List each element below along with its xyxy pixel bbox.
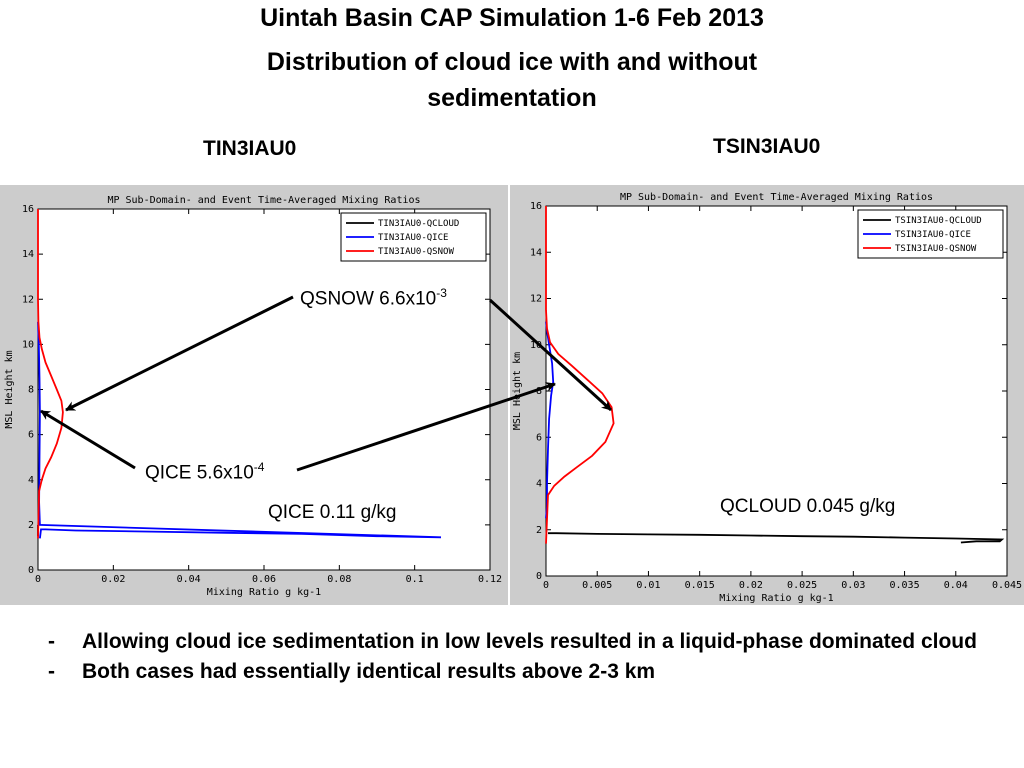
chart-panel-right: MP Sub-Domain- and Event Time-Averaged M… [510, 185, 1024, 605]
y-tick-label: 0 [536, 571, 542, 582]
legend-entry: TSIN3IAU0-QICE [895, 230, 971, 240]
y-tick-label: 16 [530, 201, 542, 212]
x-tick-label: 0.045 [992, 580, 1022, 591]
slide-title: Uintah Basin CAP Simulation 1-6 Feb 2013 [260, 4, 764, 32]
chart-right: MP Sub-Domain- and Event Time-Averaged M… [512, 192, 1022, 604]
y-tick-label: 0 [28, 565, 34, 576]
x-tick-label: 0.015 [685, 580, 715, 591]
bullet-item: - Both cases had essentially identical r… [48, 657, 1008, 687]
y-tick-label: 8 [28, 385, 34, 396]
legend-entry: TIN3IAU0-QCLOUD [378, 219, 459, 229]
y-tick-label: 6 [536, 432, 542, 443]
x-tick-label: 0.02 [101, 574, 125, 585]
x-tick-label: 0.04 [177, 574, 201, 585]
x-tick-label: 0.02 [739, 580, 763, 591]
chart-panel-left: MP Sub-Domain- and Event Time-Averaged M… [0, 185, 508, 605]
qice-annotation-exponent: -4 [253, 460, 265, 474]
series-line-tsin3iau0-qcloud [548, 532, 1005, 544]
x-tick-label: 0.03 [841, 580, 865, 591]
plot-area [545, 205, 1008, 577]
y-tick-label: 12 [22, 294, 34, 305]
plot-area [37, 208, 491, 571]
y-tick-label: 14 [530, 247, 542, 258]
x-axis-label: Mixing Ratio g kg-1 [207, 587, 321, 598]
x-tick-label: 0.005 [582, 580, 612, 591]
series-line-tin3iau0-qsnow [37, 209, 64, 539]
y-tick-label: 4 [536, 479, 542, 490]
qice-annotation: QICE 5.6x10-4 [145, 460, 264, 484]
x-tick-label: 0.025 [787, 580, 817, 591]
slide-subtitle: Distribution of cloud ice with and witho… [266, 48, 758, 112]
chart-title: MP Sub-Domain- and Event Time-Averaged M… [107, 195, 420, 206]
x-tick-label: 0.12 [478, 574, 502, 585]
y-axis-label: MSL Height km [4, 350, 15, 428]
y-tick-label: 6 [28, 430, 34, 441]
x-tick-label: 0 [543, 580, 549, 591]
legend-entry: TSIN3IAU0-QSNOW [895, 244, 977, 254]
qsnow-annotation: QSNOW 6.6x10-3 [300, 286, 447, 310]
qsnow-annotation-exponent: -3 [436, 286, 447, 300]
bullet-text: Both cases had essentially identical res… [82, 660, 656, 683]
qice-annotation-text: QICE 5.6x10 [145, 462, 254, 484]
qsnow-annotation-text: QSNOW 6.6x10 [300, 288, 437, 310]
y-tick-label: 8 [536, 386, 542, 397]
series-line-tin3iau0-qice [37, 321, 442, 539]
bullet-list: - Allowing cloud ice sedimentation in lo… [48, 627, 1008, 687]
legend-entry: TSIN3IAU0-QCLOUD [895, 216, 982, 226]
legend-entry: TIN3IAU0-QICE [378, 233, 448, 243]
bullet-item: - Allowing cloud ice sedimentation in lo… [48, 627, 1008, 657]
case-label-right: TSIN3IAU0 [713, 135, 821, 158]
chart-title: MP Sub-Domain- and Event Time-Averaged M… [620, 192, 933, 203]
x-tick-label: 0.08 [327, 574, 351, 585]
y-tick-label: 2 [28, 520, 34, 531]
bullet-marker: - [48, 630, 55, 653]
qice-left-value: QICE 0.11 g/kg [268, 502, 397, 523]
x-tick-label: 0 [35, 574, 41, 585]
y-tick-label: 4 [28, 475, 34, 486]
y-tick-label: 10 [22, 339, 34, 350]
x-tick-label: 0.06 [252, 574, 276, 585]
y-tick-label: 16 [22, 204, 34, 215]
qcloud-right-value: QCLOUD 0.045 g/kg [720, 496, 896, 517]
x-tick-label: 0.1 [406, 574, 424, 585]
x-tick-label: 0.01 [636, 580, 660, 591]
case-label-left: TIN3IAU0 [203, 137, 297, 160]
bullet-text: Allowing cloud ice sedimentation in low … [82, 630, 977, 653]
y-tick-label: 2 [536, 525, 542, 536]
y-axis-label: MSL Height km [512, 352, 523, 430]
x-tick-label: 0.04 [944, 580, 968, 591]
y-tick-label: 12 [530, 294, 542, 305]
legend-entry: TIN3IAU0-QSNOW [378, 247, 454, 257]
bullet-marker: - [48, 660, 55, 683]
y-tick-label: 10 [530, 340, 542, 351]
chart-left: MP Sub-Domain- and Event Time-Averaged M… [4, 195, 502, 598]
x-tick-label: 0.035 [890, 580, 920, 591]
x-axis-label: Mixing Ratio g kg-1 [719, 593, 833, 604]
y-tick-label: 14 [22, 249, 34, 260]
